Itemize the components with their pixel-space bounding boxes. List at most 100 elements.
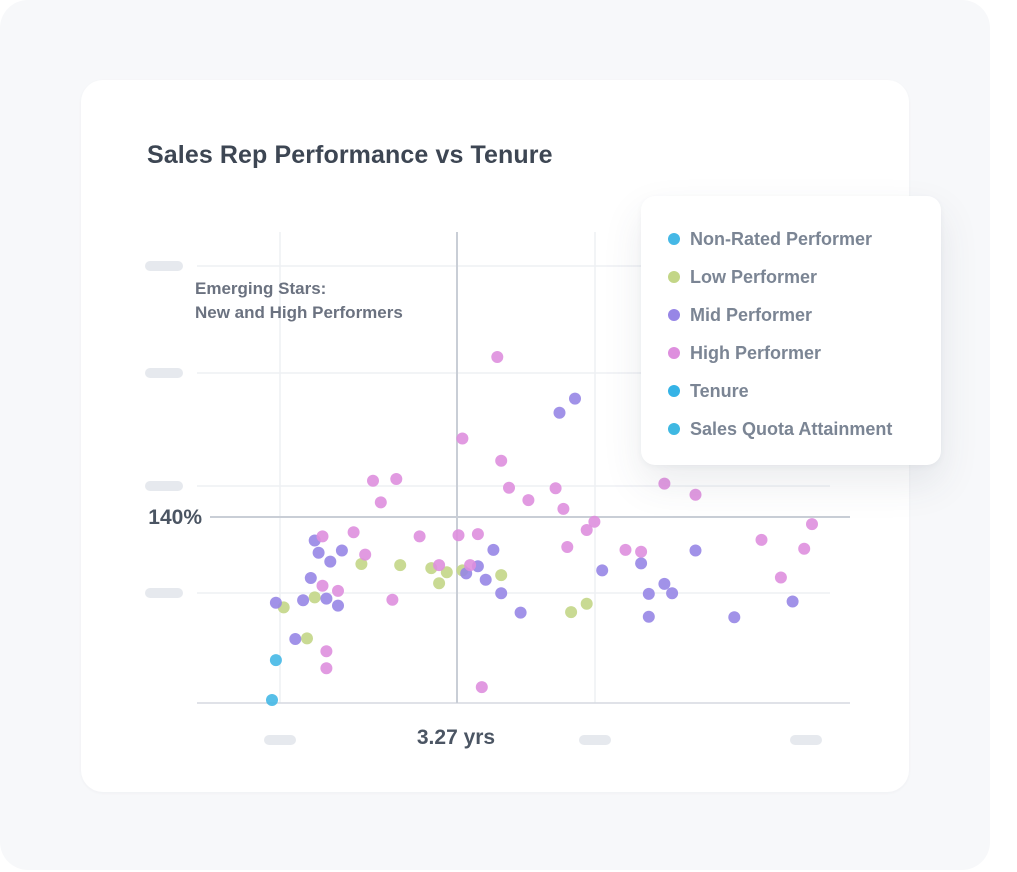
- scatter-point: [332, 584, 344, 597]
- scatter-point: [514, 606, 527, 619]
- legend-label: Low Performer: [690, 266, 818, 287]
- legend-label: High Performer: [690, 342, 822, 363]
- scatter-point: [320, 592, 333, 605]
- x-tick-placeholder: [264, 735, 296, 745]
- x-tick-placeholder: [579, 735, 611, 745]
- scatter-point: [658, 577, 671, 590]
- scatter-point: [367, 474, 379, 487]
- scatter-point: [565, 606, 578, 619]
- legend-dot: [668, 347, 680, 359]
- scatter-point: [335, 544, 348, 557]
- y-tick-placeholder: [145, 481, 183, 491]
- scatter-point: [549, 482, 562, 495]
- scatter-point: [269, 596, 282, 609]
- scatter-point: [320, 662, 333, 675]
- scatter-point: [452, 529, 465, 542]
- scatter-point: [316, 579, 329, 592]
- scatter-point: [495, 587, 508, 600]
- scatter-point: [806, 518, 818, 531]
- x-tick-placeholder: [790, 735, 822, 745]
- scatter-point: [557, 502, 570, 515]
- legend-item-tenure[interactable]: Tenure: [668, 379, 749, 403]
- scatter-point: [316, 530, 329, 543]
- reference-lines: [210, 232, 850, 703]
- scatter-point: [479, 573, 492, 586]
- scatter-point: [596, 564, 609, 577]
- scatter-point: [495, 569, 508, 582]
- scatter-point: [666, 587, 679, 600]
- scatter-point: [312, 546, 325, 559]
- legend-dot: [668, 385, 680, 397]
- scatter-point: [413, 530, 426, 543]
- scatter-point: [332, 599, 344, 612]
- scatter-point: [347, 526, 360, 539]
- legend-label: Sales Quota Attainment: [690, 418, 893, 439]
- scatter-point: [642, 610, 655, 623]
- scatter-point: [390, 473, 403, 485]
- legend-item-sales-quota[interactable]: Sales Quota Attainment: [668, 417, 892, 441]
- quadrant-annotation-line-2: New and High Performers: [195, 303, 403, 322]
- legend-dot: [668, 309, 680, 321]
- scatter-point: [266, 694, 278, 706]
- scatter-point: [774, 571, 787, 584]
- scatter-point: [374, 496, 387, 509]
- chart-title: Sales Rep Performance vs Tenure: [147, 141, 553, 169]
- scatter-point: [471, 528, 484, 541]
- legend-item-low[interactable]: Low Performer: [668, 265, 817, 289]
- legend-label: Tenure: [690, 380, 749, 401]
- data-points: [266, 351, 818, 706]
- scatter-point: [289, 633, 302, 645]
- chart-legend: Non-Rated Performer Low Performer Mid Pe…: [641, 196, 941, 465]
- scatter-point: [464, 559, 477, 572]
- scatter-point: [503, 481, 515, 494]
- scatter-point: [569, 392, 581, 405]
- legend-dot: [668, 423, 680, 435]
- scatter-point: [635, 557, 648, 570]
- scatter-point: [689, 488, 702, 501]
- legend-item-non-rated[interactable]: Non-Rated Performer: [668, 227, 872, 251]
- scatter-point: [755, 533, 768, 546]
- scatter-point: [588, 515, 601, 528]
- legend-item-mid[interactable]: Mid Performer: [668, 303, 812, 327]
- x-reference-label: 3.27 yrs: [417, 726, 495, 749]
- scatter-point: [297, 594, 310, 607]
- scatter-point: [561, 541, 574, 553]
- y-reference-label: 140%: [148, 506, 202, 529]
- scatter-point: [728, 611, 741, 624]
- scatter-point: [359, 548, 372, 561]
- scatter-point: [786, 595, 799, 608]
- scatter-point: [487, 543, 500, 556]
- scatter-point: [689, 544, 702, 557]
- scatter-point: [635, 545, 648, 558]
- legend-item-high[interactable]: High Performer: [668, 341, 821, 365]
- scatter-point: [320, 645, 333, 658]
- scatter-point: [269, 654, 282, 667]
- scatter-point: [301, 632, 313, 645]
- scatter-point: [386, 593, 399, 606]
- scatter-point: [495, 454, 508, 467]
- scatter-point: [475, 681, 488, 694]
- scatter-point: [440, 566, 453, 579]
- scatter-point: [798, 542, 811, 555]
- scatter-point: [304, 572, 317, 584]
- y-tick-placeholder: [145, 261, 183, 271]
- y-tick-placeholder: [145, 588, 183, 598]
- scatter-point: [394, 559, 407, 572]
- quadrant-annotation-line-1: Emerging Stars:: [195, 279, 326, 298]
- legend-dot: [668, 233, 680, 245]
- scatter-point: [553, 406, 566, 419]
- scatter-point: [308, 591, 321, 604]
- legend-label: Non-Rated Performer: [690, 228, 873, 249]
- legend-label: Mid Performer: [690, 304, 813, 325]
- scatter-point: [522, 494, 535, 507]
- scatter-point: [580, 597, 593, 610]
- scatter-point: [658, 477, 671, 490]
- y-tick-placeholder: [145, 368, 183, 378]
- scatter-point: [580, 524, 593, 536]
- scatter-point: [324, 555, 337, 568]
- reference-labels: 140% 3.27 yrs Emerging Stars: New and Hi…: [148, 279, 495, 749]
- scatter-point: [433, 577, 446, 590]
- scatter-point: [355, 558, 368, 570]
- scatter-point: [642, 587, 655, 600]
